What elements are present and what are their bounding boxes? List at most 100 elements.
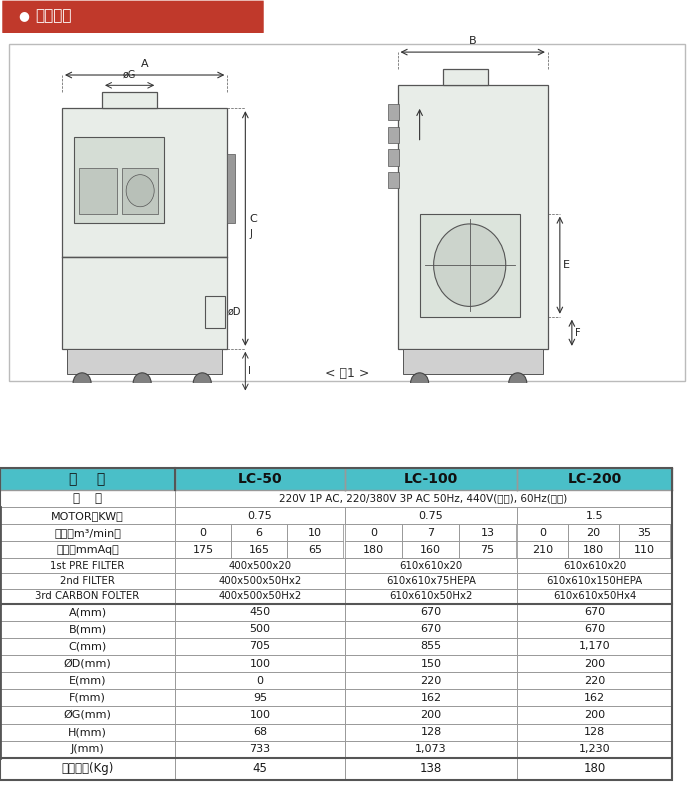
Bar [420,213,520,317]
Text: 200: 200 [584,659,605,668]
Circle shape [509,373,527,393]
Bar [67,349,222,374]
Text: F(mm): F(mm) [69,693,106,703]
Text: 风量（m³/min）: 风量（m³/min） [54,528,121,538]
Text: LC-100: LC-100 [404,472,458,486]
Text: 产品规格: 产品规格 [35,9,72,24]
Text: < 图1 >: < 图1 > [325,367,370,381]
Text: 110: 110 [634,545,655,555]
Text: 100: 100 [250,710,270,720]
Text: 175: 175 [193,545,213,555]
Text: 3rd CARBON FOLTER: 3rd CARBON FOLTER [35,591,140,601]
Text: 45: 45 [252,762,268,775]
Text: 2nd FILTER: 2nd FILTER [60,576,115,586]
Text: 450: 450 [250,608,270,617]
Bar [0,468,175,490]
Text: A(mm): A(mm) [68,608,106,617]
Bar [345,468,517,490]
Text: 610x610x50Hx2: 610x610x50Hx2 [389,591,473,601]
Text: 型    号: 型 号 [70,472,106,486]
Text: 610x610x75HEPA: 610x610x75HEPA [386,576,476,586]
Bar [443,70,488,85]
Text: 138: 138 [420,762,442,775]
Text: 128: 128 [584,727,605,737]
Text: ØG(mm): ØG(mm) [63,710,111,720]
Text: 220: 220 [420,675,441,686]
Bar [62,258,227,349]
Text: 610x610x50Hx4: 610x610x50Hx4 [553,591,636,601]
Bar [388,103,398,119]
Text: 400x500x50Hx2: 400x500x50Hx2 [218,591,302,601]
Bar [0,468,672,780]
Text: 128: 128 [420,727,441,737]
Text: øG: øG [123,70,136,80]
Bar [517,468,672,490]
Text: 95: 95 [253,693,267,703]
Text: 610x610x20: 610x610x20 [563,561,626,571]
Text: 150: 150 [420,659,441,668]
Text: 0: 0 [539,528,546,538]
Text: 180: 180 [363,545,384,555]
Text: 500: 500 [250,624,270,634]
Text: 正压（mmAq）: 正压（mmAq） [56,545,119,555]
Text: 电    源: 电 源 [73,492,102,505]
Text: 180: 180 [583,762,605,775]
Text: 670: 670 [420,624,441,634]
Bar [402,349,543,374]
Text: J: J [250,229,252,239]
Bar [388,149,398,166]
Text: 0: 0 [256,675,263,686]
Bar [388,172,398,188]
Text: ØD(mm): ØD(mm) [64,659,111,668]
FancyBboxPatch shape [3,2,263,32]
Text: 160: 160 [420,545,441,555]
Text: 162: 162 [584,693,605,703]
Text: B: B [469,36,477,47]
Text: A: A [141,59,149,70]
Text: 6: 6 [256,528,263,538]
Text: J(mm): J(mm) [71,744,104,754]
Text: MOTOR（KW）: MOTOR（KW） [51,510,124,521]
Text: 733: 733 [250,744,270,754]
Text: 0.75: 0.75 [247,510,272,521]
Text: 670: 670 [420,608,441,617]
Text: 400x500x20: 400x500x20 [229,561,292,571]
Text: 180: 180 [583,545,604,555]
Circle shape [411,373,429,393]
Circle shape [126,175,154,207]
Text: øD: øD [227,307,240,317]
Text: F: F [575,328,580,338]
Text: 1.5: 1.5 [586,510,603,521]
Text: 220V 1P AC, 220/380V 3P AC 50Hz, 440V(选项), 60Hz(选项): 220V 1P AC, 220/380V 3P AC 50Hz, 440V(选项… [279,494,568,503]
Text: 670: 670 [584,624,605,634]
Text: 10: 10 [308,528,322,538]
Circle shape [133,373,152,393]
Bar [398,85,548,349]
Circle shape [434,224,506,307]
Text: 0: 0 [199,528,206,538]
Text: 1,170: 1,170 [579,641,610,652]
Text: 35: 35 [637,528,651,538]
Text: C(mm): C(mm) [68,641,106,652]
Text: H(mm): H(mm) [68,727,107,737]
Circle shape [73,373,91,393]
Text: 68: 68 [253,727,267,737]
Bar [227,154,236,223]
Bar [388,126,398,142]
Text: 610x610x20: 610x610x20 [400,561,463,571]
Text: LC-200: LC-200 [567,472,621,486]
Bar [122,167,158,213]
Text: 20: 20 [587,528,600,538]
Bar [175,468,345,490]
Text: ●: ● [18,9,29,22]
Text: 7: 7 [427,528,434,538]
Text: 大概重量(Kg): 大概重量(Kg) [61,762,114,775]
Text: I: I [248,366,251,375]
Text: 75: 75 [480,545,495,555]
Text: 1st PRE FILTER: 1st PRE FILTER [50,561,124,571]
Text: C: C [250,214,257,224]
Text: 670: 670 [584,608,605,617]
Bar [102,92,157,108]
Circle shape [193,373,211,393]
Text: 200: 200 [420,710,441,720]
